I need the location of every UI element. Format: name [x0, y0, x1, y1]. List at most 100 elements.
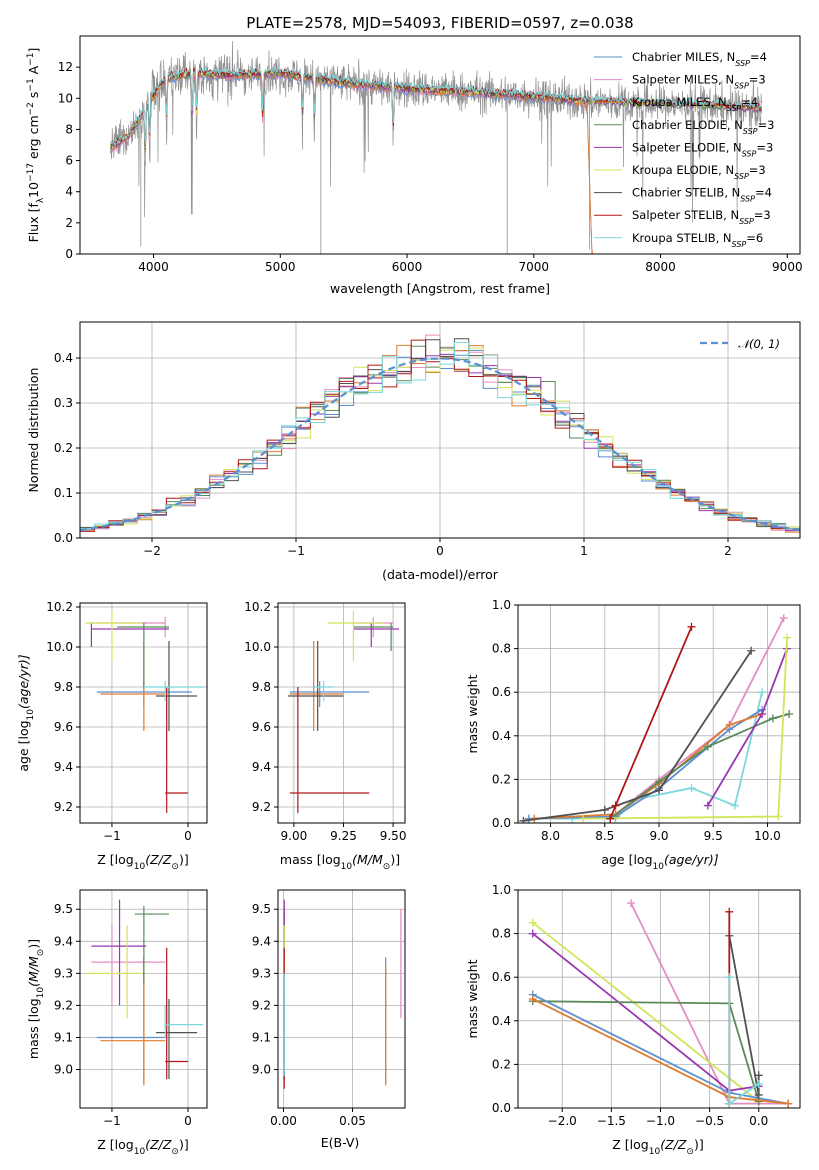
legend: Chabrier MILES, NSSP=4 Salpeter MILES, NS…	[594, 50, 774, 248]
axes-frame	[517, 889, 801, 1109]
x-tick-label: 9.00	[281, 829, 308, 843]
weight-marker-chabrier-elodie	[768, 714, 777, 723]
y-tick-label: 9.4	[54, 934, 73, 948]
x-tick-label: −1	[287, 544, 305, 558]
weight-marker-salpeter-elodie	[758, 710, 767, 718]
weight-line-salpeter-elodie	[707, 648, 788, 807]
x-tick-label: 8.0	[541, 829, 560, 843]
legend-entry: Salpeter STELIB, NSSP=3	[632, 208, 771, 226]
weight-marker-salpeter-stelib	[725, 907, 734, 916]
x-axis-label: E(B-V)	[321, 1135, 360, 1150]
y-tick-label: 10.0	[46, 640, 73, 654]
x-tick-label: 10.0	[754, 829, 781, 843]
legend-entry: Kroupa ELODIE, NSSP=3	[632, 163, 766, 181]
y-tick-label: 0.2	[54, 441, 73, 455]
y-tick-label: 2	[65, 216, 73, 230]
x-tick-label: 0.05	[339, 1114, 366, 1128]
y-axis-label: mass weight	[465, 959, 480, 1038]
x-tick-label: 0	[184, 1114, 192, 1128]
x-tick-label: −2	[143, 544, 161, 558]
y-tick-label: 4	[65, 185, 73, 199]
y-tick-label: 9.8	[54, 680, 73, 694]
weight-marker-kroupa-miles	[528, 995, 537, 1003]
y-axis-label: mass [log10(M/M⊙)]	[26, 939, 46, 1059]
model-spectrum-kroupa-stelib	[110, 66, 762, 147]
y-tick-label: 9.1	[252, 1030, 271, 1044]
x-axis-label: Z [log10(Z/Z⊙)]	[97, 1137, 188, 1157]
legend-entry: 𝒩(0, 1)	[738, 337, 780, 351]
y-tick-label: 9.8	[252, 680, 271, 694]
weight-marker-salpeter-elodie	[528, 929, 537, 938]
x-tick-label: −1.0	[646, 1114, 675, 1128]
weight-marker-salpeter-miles	[626, 899, 635, 908]
normal-curve	[80, 357, 800, 532]
weight-marker-chabrier-stelib	[655, 786, 663, 795]
y-tick-label: 9.1	[54, 1030, 73, 1044]
x-tick-label: 6000	[392, 260, 423, 274]
weight-marker-kroupa-miles	[784, 1099, 793, 1108]
x-tick-label: 9.50	[380, 829, 407, 843]
y-tick-label: 0.8	[492, 927, 511, 941]
x-tick-label: 9.5	[704, 829, 723, 843]
x-tick-label: 4000	[138, 260, 169, 274]
y-tick-label: 0.1	[54, 486, 73, 500]
panel-mass_vs_Z: −1 0 9.0 9.1 9.2 9.3 9.4 9.5 Z [log10(Z/Z⊙)] mass…	[26, 889, 208, 1157]
weight-marker-kroupa-stelib	[687, 784, 696, 793]
x-tick-label: 7000	[519, 260, 550, 274]
weight-marker-kroupa-stelib	[725, 1099, 734, 1108]
weight-line-kroupa-elodie	[583, 637, 788, 820]
x-tick-label: 0	[184, 829, 192, 843]
y-tick-label: 10.0	[244, 640, 271, 654]
plot-area	[80, 334, 800, 536]
y-tick-label: 9.4	[252, 760, 271, 774]
y-tick-label: 9.2	[54, 800, 73, 814]
y-tick-label: 9.2	[252, 998, 271, 1012]
panel-weight_vs_Z: −2.0 −1.5 −1.0 −0.5 0.0 0.0 0.2 0.4 0.6 0.8 1.0 Z […	[465, 883, 801, 1157]
weight-marker-salpeter-stelib	[611, 801, 620, 810]
y-tick-label: 0.0	[492, 1101, 511, 1115]
y-tick-label: 9.4	[252, 934, 271, 948]
x-axis-label: Z [log10(Z/Z⊙)]	[612, 1137, 703, 1157]
x-tick-label: 9.25	[330, 829, 357, 843]
y-tick-label: 0.0	[54, 531, 73, 545]
x-tick-label: 2	[724, 544, 732, 558]
model-spectrum-kroupa-miles	[110, 69, 593, 254]
y-tick-label: 9.2	[252, 800, 271, 814]
weight-marker-kroupa-elodie	[782, 633, 791, 642]
plot-area	[85, 611, 204, 813]
x-tick-label: 8.5	[595, 829, 614, 843]
panel-mass_vs_ebv: 0.00 0.05 9.0 9.1 9.2 9.3 9.4 9.5 E(B-V)	[252, 889, 406, 1150]
weight-marker-chabrier-elodie	[703, 742, 712, 751]
panel-age_vs_Z: −1 0 9.2 9.4 9.6 9.8 10.0 10.2 Z [log10(Z/Z⊙)] ag…	[16, 600, 208, 872]
weight-marker-salpeter-miles	[779, 614, 788, 623]
weight-marker-salpeter-elodie	[703, 801, 712, 810]
weight-line-chabrier-stelib	[523, 650, 752, 822]
weight-line-salpeter-miles	[609, 617, 785, 820]
y-tick-label: 9.2	[54, 998, 73, 1012]
weight-marker-chabrier-stelib	[600, 805, 609, 814]
histogram-kroupa-stelib	[80, 341, 800, 532]
axes-frame	[79, 889, 208, 1109]
x-axis-label: Z [log10(Z/Z⊙)]	[97, 852, 188, 872]
y-tick-label: 0.8	[492, 642, 511, 656]
axes-frame	[79, 35, 801, 255]
weight-line-kroupa-elodie	[532, 921, 760, 1103]
legend-entry: Kroupa MILES, NSSP=4	[632, 95, 758, 113]
x-tick-label: 0.0	[749, 1114, 768, 1128]
x-tick-label: 1	[580, 544, 588, 558]
plot-area	[528, 899, 793, 1108]
weight-marker-kroupa-elodie	[774, 812, 783, 821]
weight-marker-kroupa-miles	[725, 720, 734, 729]
y-tick-label: 9.6	[252, 720, 271, 734]
panel-spectrum: Chabrier MILES, NSSP=4 Salpeter MILES, NS…	[26, 35, 803, 296]
weight-marker-chabrier-stelib	[519, 816, 528, 823]
y-tick-label: 6	[65, 154, 73, 168]
x-tick-label: −1	[103, 829, 121, 843]
y-tick-label: 0.6	[492, 970, 511, 984]
plot-area	[110, 40, 763, 254]
y-axis-label: age [log10(age/yr)]	[16, 654, 36, 771]
y-tick-label: 9.3	[252, 966, 271, 980]
y-tick-label: 0.4	[54, 351, 73, 365]
y-tick-label: 8	[65, 122, 73, 136]
x-axis-label: mass [log10(M/M⊙)]	[280, 852, 400, 872]
